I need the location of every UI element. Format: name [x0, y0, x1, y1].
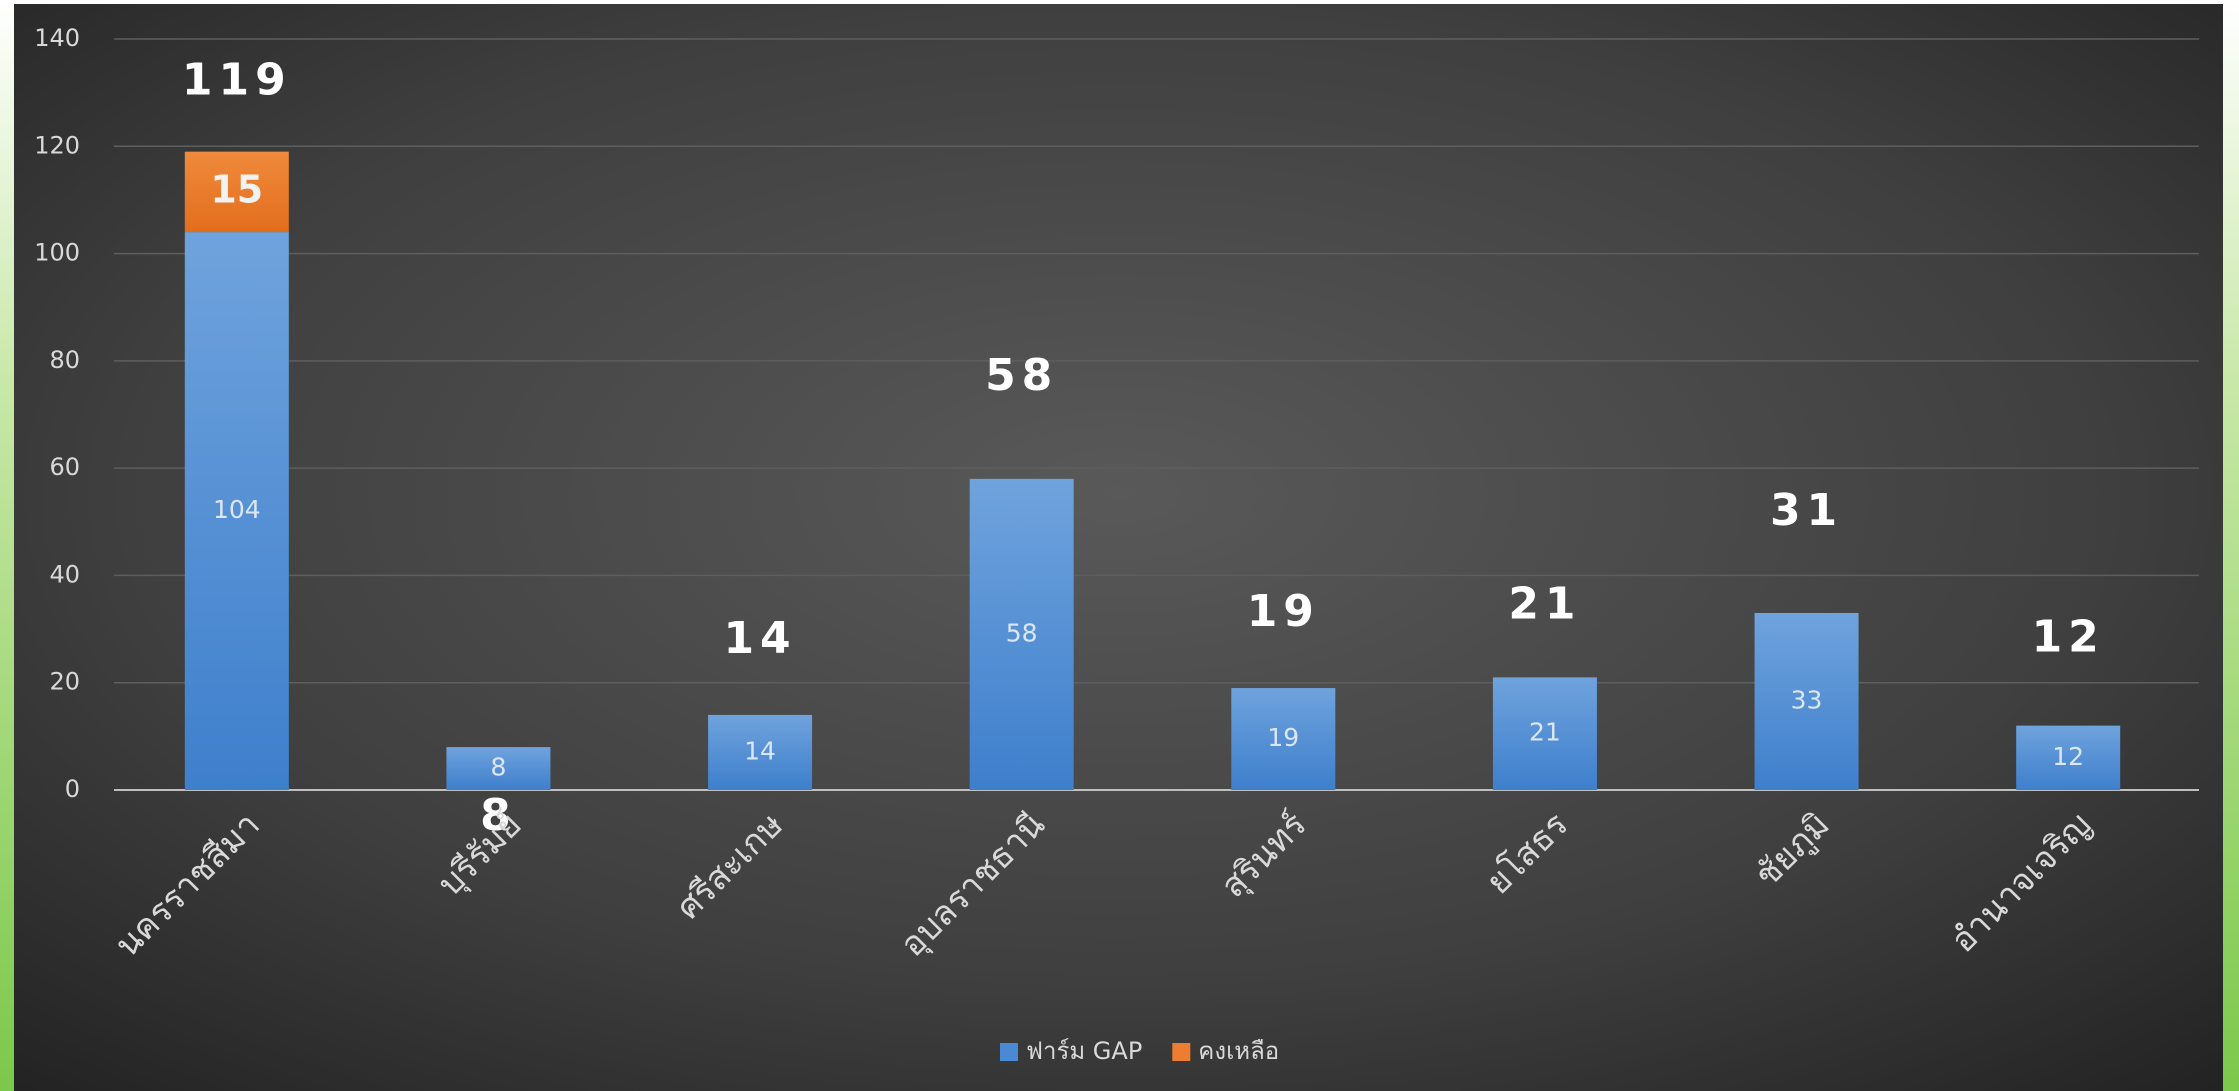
- y-tick-label: 40: [49, 560, 80, 588]
- bar-segment: [446, 747, 551, 790]
- value-label: 14: [744, 736, 776, 765]
- bar-segment: [1231, 688, 1336, 790]
- legend-label: ฟาร์ม GAP: [1026, 1037, 1142, 1065]
- value-label: 12: [2052, 742, 2084, 771]
- total-label: 58: [985, 350, 1058, 401]
- value-label: 58: [1006, 618, 1038, 647]
- total-label: 119: [182, 55, 292, 106]
- y-tick-label: 60: [49, 453, 80, 481]
- total-label: 8: [480, 790, 517, 841]
- y-tick-label: 20: [49, 668, 80, 696]
- value-label: 21: [1529, 718, 1561, 747]
- bar-segment: [969, 478, 1074, 790]
- bar-segment: [708, 714, 813, 790]
- value-label: 33: [1791, 685, 1823, 714]
- chart-background: [14, 4, 2223, 1091]
- value-label: 104: [213, 495, 261, 524]
- bar-segment: [184, 151, 289, 233]
- value-label: 19: [1267, 723, 1299, 752]
- legend-swatch: [1000, 1043, 1018, 1061]
- total-label: 12: [2032, 612, 2105, 663]
- total-label: 19: [1247, 586, 1320, 637]
- legend-swatch: [1172, 1043, 1191, 1061]
- bar-segment: [184, 232, 289, 791]
- total-label: 14: [723, 613, 796, 664]
- y-tick-label: 0: [65, 775, 80, 803]
- bar-segment: [1492, 677, 1597, 790]
- y-tick-label: 80: [49, 346, 80, 374]
- total-label: 31: [1770, 485, 1843, 536]
- y-tick-label: 120: [34, 131, 80, 159]
- legend-label: คงเหลือ: [1198, 1037, 1279, 1065]
- total-label: 21: [1508, 578, 1581, 629]
- y-tick-label: 100: [34, 239, 80, 267]
- value-label: 15: [210, 167, 263, 211]
- bar-segment: [1754, 612, 1859, 790]
- bar-segment: [2016, 725, 2121, 790]
- y-tick-label: 140: [34, 24, 80, 52]
- value-label: 8: [490, 753, 506, 782]
